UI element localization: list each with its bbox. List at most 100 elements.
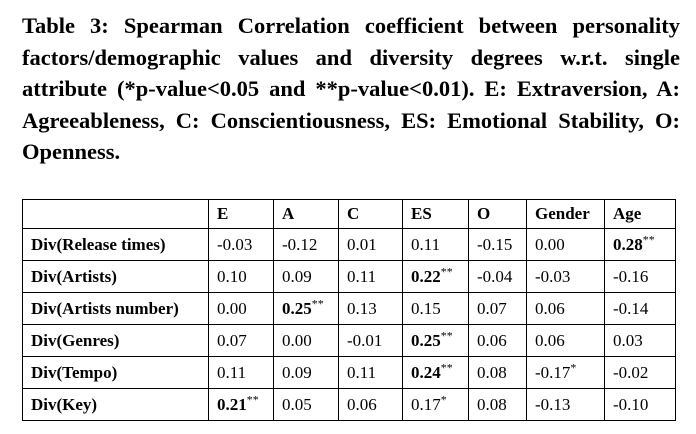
table-row: Div(Key) 0.21** 0.05 0.06 0.17* 0.08 -0.13 -0.1…	[22, 388, 676, 421]
significance-marker: **	[246, 391, 259, 406]
cell-value: 0.00	[535, 234, 565, 254]
cell-value: 0.01	[347, 234, 377, 254]
table-cell: 0.00	[273, 324, 339, 357]
cell-value: -0.03	[217, 234, 253, 254]
table-cell: 0.00	[208, 292, 274, 325]
column-header: A	[273, 199, 339, 229]
cell-value: 0.11	[217, 362, 247, 382]
table-cell: -0.03	[208, 228, 274, 261]
row-label: Div(Artists number)	[22, 292, 209, 325]
cell-value: 0.24	[411, 362, 441, 382]
table-cell: -0.02	[604, 356, 676, 389]
cell-value: 0.07	[477, 298, 507, 318]
table-cell: 0.24**	[402, 356, 469, 389]
significance-marker: *	[440, 391, 447, 406]
cell-value: 0.07	[217, 330, 247, 350]
column-header: ES	[402, 199, 469, 229]
table-cell: 0.06	[526, 292, 605, 325]
table-cell: -0.13	[526, 388, 605, 421]
table-cell: 0.09	[273, 356, 339, 389]
table-cell: 0.07	[468, 292, 527, 325]
table-cell: 0.07	[208, 324, 274, 357]
cell-value: 0.11	[347, 266, 377, 286]
cell-value: 0.06	[535, 298, 565, 318]
table-cell: -0.14	[604, 292, 676, 325]
table-cell: -0.04	[468, 260, 527, 293]
table-cell: 0.11	[338, 260, 403, 293]
table-cell: 0.21**	[208, 388, 274, 421]
table-cell: 0.00	[526, 228, 605, 261]
cell-value: 0.08	[477, 394, 507, 414]
significance-marker: **	[311, 295, 324, 310]
table-row: Div(Artists) 0.10 0.09 0.11 0.22** -0.04 -0.03…	[22, 260, 676, 293]
cell-value: 0.06	[535, 330, 565, 350]
cell-value: 0.00	[282, 330, 312, 350]
table-cell: 0.01	[338, 228, 403, 261]
cell-value: 0.08	[477, 362, 507, 382]
table-cell: -0.10	[604, 388, 676, 421]
cell-value: 0.17	[411, 394, 441, 414]
significance-marker: **	[440, 263, 453, 278]
column-header: O	[468, 199, 527, 229]
table-row: Div(Artists number) 0.00 0.25** 0.13 0.15 0.0…	[22, 292, 676, 325]
cell-value: -0.03	[535, 266, 571, 286]
table-cell: 0.15	[402, 292, 469, 325]
table-cell: 0.11	[338, 356, 403, 389]
table-cell: 0.25**	[402, 324, 469, 357]
column-header: C	[338, 199, 403, 229]
column-header: Gender	[526, 199, 605, 229]
table-cell: -0.16	[604, 260, 676, 293]
cell-value: 0.09	[282, 266, 312, 286]
cell-value: 0.21	[217, 394, 247, 414]
table-cell: -0.12	[273, 228, 339, 261]
column-header: Age	[604, 199, 676, 229]
cell-value: -0.15	[477, 234, 513, 254]
cell-value: 0.03	[613, 330, 643, 350]
table-cell: 0.06	[338, 388, 403, 421]
cell-value: 0.09	[282, 362, 312, 382]
table-body: Div(Release times) -0.03 -0.12 0.01 0.11 -0.1…	[22, 228, 676, 421]
cell-value: 0.25	[411, 330, 441, 350]
table-cell: 0.08	[468, 388, 527, 421]
cell-value: -0.17	[535, 362, 571, 382]
table-cell: 0.10	[208, 260, 274, 293]
row-label: Div(Release times)	[22, 228, 209, 261]
table-cell: 0.11	[208, 356, 274, 389]
significance-marker: *	[570, 359, 577, 374]
table-cell: 0.09	[273, 260, 339, 293]
table-cell: 0.25**	[273, 292, 339, 325]
table-caption: Table 3: Spearman Correlation coefficien…	[22, 13, 680, 164]
cell-value: 0.06	[347, 394, 377, 414]
table-cell: 0.13	[338, 292, 403, 325]
cell-value: 0.10	[217, 266, 247, 286]
table-header-row: E A C ES O Gender Age	[22, 199, 676, 229]
table-cell: 0.05	[273, 388, 339, 421]
table-row: Div(Release times) -0.03 -0.12 0.01 0.11 -0.1…	[22, 228, 676, 261]
row-label: Div(Genres)	[22, 324, 209, 357]
cell-value: 0.15	[411, 298, 441, 318]
table-row: Div(Genres) 0.07 0.00 -0.01 0.25** 0.06 0.06 0.…	[22, 324, 676, 357]
table-cell: 0.11	[402, 228, 469, 261]
table-row: Div(Tempo) 0.11 0.09 0.11 0.24** 0.08 -0.17* -0…	[22, 356, 676, 389]
cell-value: 0.05	[282, 394, 312, 414]
cell-value: 0.28	[613, 234, 643, 254]
table-cell: 0.22**	[402, 260, 469, 293]
correlation-table: E A C ES O Gender Age Div(Release times)…	[22, 199, 676, 421]
table-cell: 0.28**	[604, 228, 676, 261]
cell-value: -0.14	[613, 298, 649, 318]
row-label: Div(Tempo)	[22, 356, 209, 389]
row-label: Div(Artists)	[22, 260, 209, 293]
row-label: Div(Key)	[22, 388, 209, 421]
cell-value: 0.13	[347, 298, 377, 318]
cell-value: -0.10	[613, 394, 649, 414]
cell-value: 0.22	[411, 266, 441, 286]
cell-value: 0.06	[477, 330, 507, 350]
table-cell: -0.17*	[526, 356, 605, 389]
significance-marker: **	[642, 231, 655, 246]
table-cell: -0.03	[526, 260, 605, 293]
cell-value: -0.04	[477, 266, 513, 286]
cell-value: -0.16	[613, 266, 649, 286]
table-cell: -0.01	[338, 324, 403, 357]
table-cell: 0.08	[468, 356, 527, 389]
cell-value: -0.13	[535, 394, 571, 414]
